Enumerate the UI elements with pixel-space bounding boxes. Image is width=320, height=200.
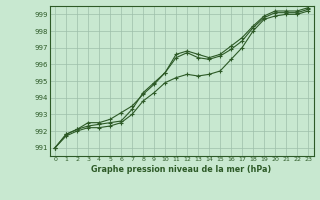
X-axis label: Graphe pression niveau de la mer (hPa): Graphe pression niveau de la mer (hPa)	[92, 165, 272, 174]
